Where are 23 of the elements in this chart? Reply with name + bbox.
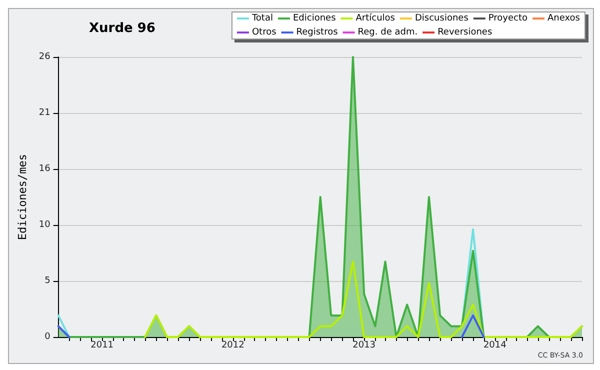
chart-title: Xurde 96 [89,21,156,36]
y-tick-label: 0 [44,332,51,342]
legend-label: Anexos [548,14,580,24]
x-tick-label: 2012 [221,340,244,350]
y-tick-label: 21 [38,108,50,118]
legend-label: Reversiones [438,28,492,38]
legend-label: Otros [252,28,277,38]
legend-label: Discusiones [414,14,469,24]
legend-label: Registros [296,28,338,38]
y-tick-label: 5 [44,276,50,286]
legend-label: Reg. de adm. [358,28,418,38]
legend-label: Artículos [356,12,396,24]
x-tick-label: 2013 [352,340,376,350]
x-tick-label: 2014 [483,340,507,350]
legend-label: Ediciones [292,14,336,24]
line-series [144,260,583,338]
legend-label: Total [250,14,273,24]
y-tick-label: 10 [38,220,51,230]
y-axis-title: Ediciones/mes [16,154,29,240]
y-tick-label: 26 [38,52,51,62]
legend-label: Proyecto [488,14,528,24]
y-tick-label: 16 [38,164,51,174]
x-tick-label: 2011 [90,340,114,350]
